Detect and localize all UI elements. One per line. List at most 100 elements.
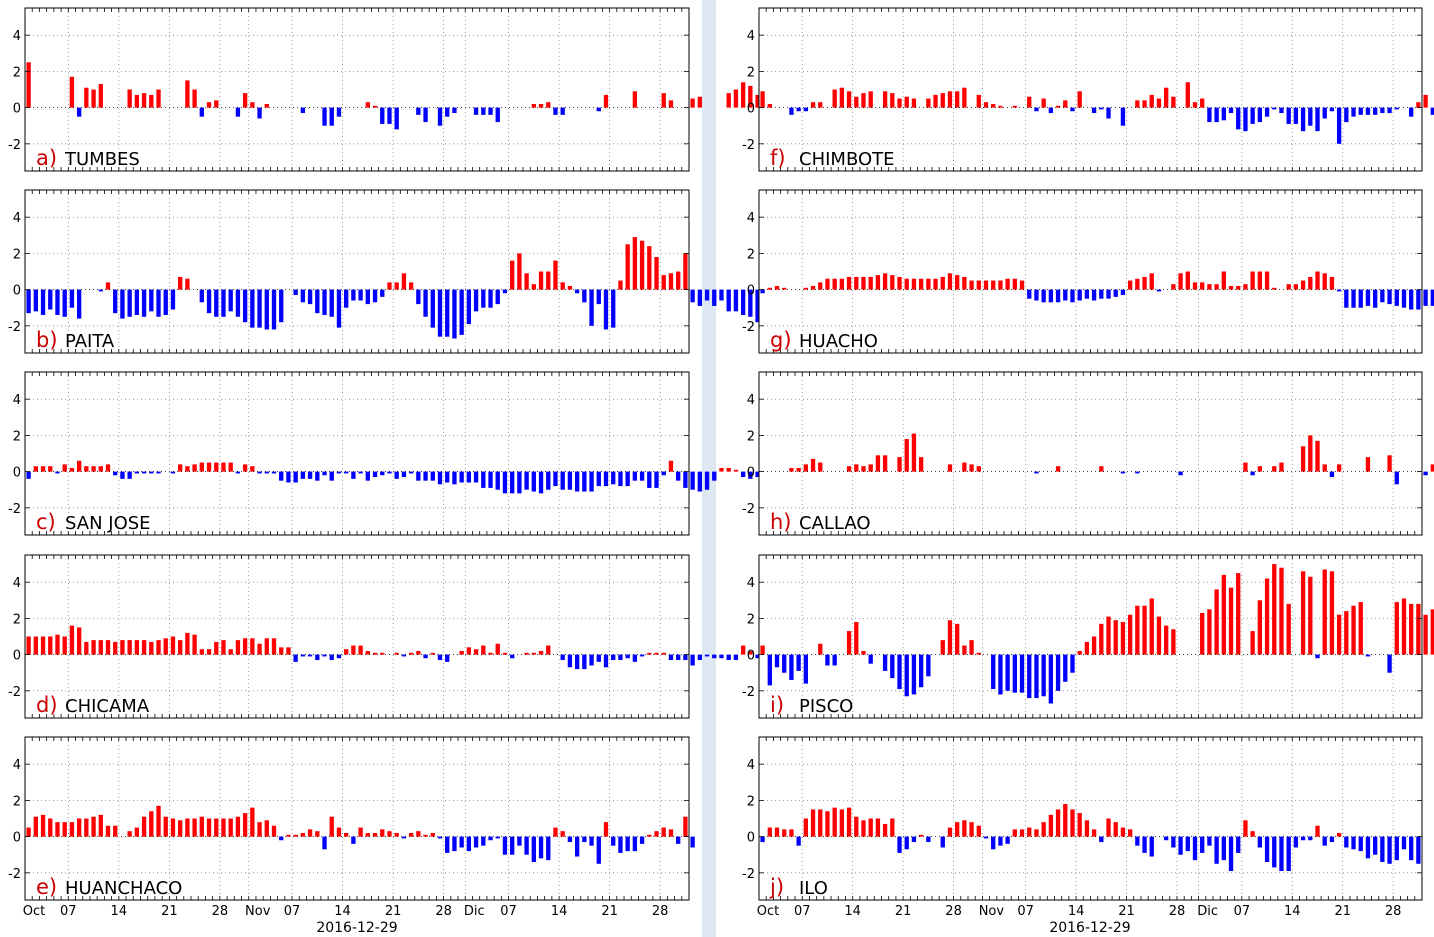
bar <box>582 289 587 303</box>
bar <box>846 276 852 290</box>
bar <box>1351 836 1356 850</box>
bar <box>1200 282 1205 290</box>
bar <box>510 471 515 494</box>
bar <box>394 832 399 837</box>
bar <box>1012 829 1017 837</box>
bar <box>264 638 269 655</box>
bar <box>1200 612 1205 655</box>
bar <box>206 818 212 837</box>
x-tick-label: 21 <box>895 904 912 919</box>
bar <box>26 636 31 655</box>
bar <box>524 273 529 290</box>
bar <box>690 98 695 108</box>
bar <box>854 464 859 472</box>
bar <box>748 85 753 108</box>
bar <box>1387 455 1392 472</box>
bar <box>1423 289 1428 306</box>
bar <box>596 471 601 487</box>
bar <box>546 645 551 655</box>
bar <box>719 654 724 659</box>
bar <box>1027 289 1032 299</box>
bar <box>517 471 522 494</box>
bar <box>221 289 226 317</box>
bar <box>1329 836 1335 843</box>
bar <box>1358 836 1363 852</box>
bar <box>113 471 118 476</box>
x-tick-label: 14 <box>334 904 351 919</box>
bar <box>969 464 974 472</box>
bar <box>517 253 522 290</box>
x-tick-label: 07 <box>500 904 517 919</box>
bar <box>1257 271 1263 290</box>
bar <box>401 273 407 290</box>
bar <box>524 471 529 490</box>
bar <box>408 471 414 474</box>
bar <box>1019 654 1025 693</box>
bar <box>488 836 493 841</box>
bar <box>1127 829 1133 837</box>
bar <box>1005 836 1010 844</box>
bar <box>632 91 638 108</box>
bar <box>774 285 780 290</box>
bar <box>632 237 638 290</box>
bar <box>1308 836 1313 841</box>
bar <box>574 289 580 294</box>
bar <box>300 832 306 837</box>
bar <box>55 289 60 315</box>
x-tick-label: 14 <box>111 904 128 919</box>
bar <box>1091 289 1097 301</box>
y-tick-label: -2 <box>742 138 755 153</box>
bar <box>676 654 681 661</box>
bar <box>1272 564 1277 655</box>
bar <box>1192 282 1198 290</box>
bar <box>546 271 551 290</box>
bar <box>1308 276 1313 290</box>
bar <box>1394 107 1399 110</box>
bar <box>1394 602 1399 655</box>
bar <box>430 289 435 328</box>
y-tick-label: -2 <box>742 685 755 700</box>
bar <box>704 289 710 301</box>
bar <box>1257 836 1263 848</box>
bar <box>976 466 981 472</box>
bar <box>1423 471 1428 476</box>
bar <box>940 640 945 655</box>
bar <box>697 471 702 492</box>
bar <box>1322 464 1327 472</box>
station-name: TUMBES <box>64 149 140 170</box>
bar <box>1221 271 1226 290</box>
bar <box>740 645 746 655</box>
bar <box>1423 614 1428 655</box>
bar <box>1293 836 1299 848</box>
bar <box>242 93 248 108</box>
bar <box>1063 804 1068 837</box>
bar <box>683 253 688 290</box>
bar <box>567 654 573 668</box>
x-tick-label: 07 <box>1017 904 1034 919</box>
bar <box>235 289 241 317</box>
bar <box>697 654 702 661</box>
y-tick-label: 2 <box>747 65 755 80</box>
bar <box>127 640 132 655</box>
bar <box>1142 100 1147 108</box>
bar <box>1315 654 1320 659</box>
bar <box>940 93 945 108</box>
bar <box>1300 280 1306 290</box>
bar <box>401 836 407 839</box>
bar <box>647 471 652 488</box>
bar <box>1286 284 1291 290</box>
bar <box>33 636 38 655</box>
bar <box>589 654 594 666</box>
y-tick-label: 0 <box>747 466 755 481</box>
bar <box>185 818 190 837</box>
bar <box>141 93 147 108</box>
y-tick-label: 4 <box>747 29 755 44</box>
bar <box>1394 836 1399 861</box>
bar <box>307 289 313 305</box>
x-tick-label: 07 <box>1234 904 1251 919</box>
bar <box>918 278 924 290</box>
bar <box>1070 107 1075 112</box>
bar <box>300 471 306 479</box>
bar <box>1293 107 1299 124</box>
bar <box>98 84 103 108</box>
